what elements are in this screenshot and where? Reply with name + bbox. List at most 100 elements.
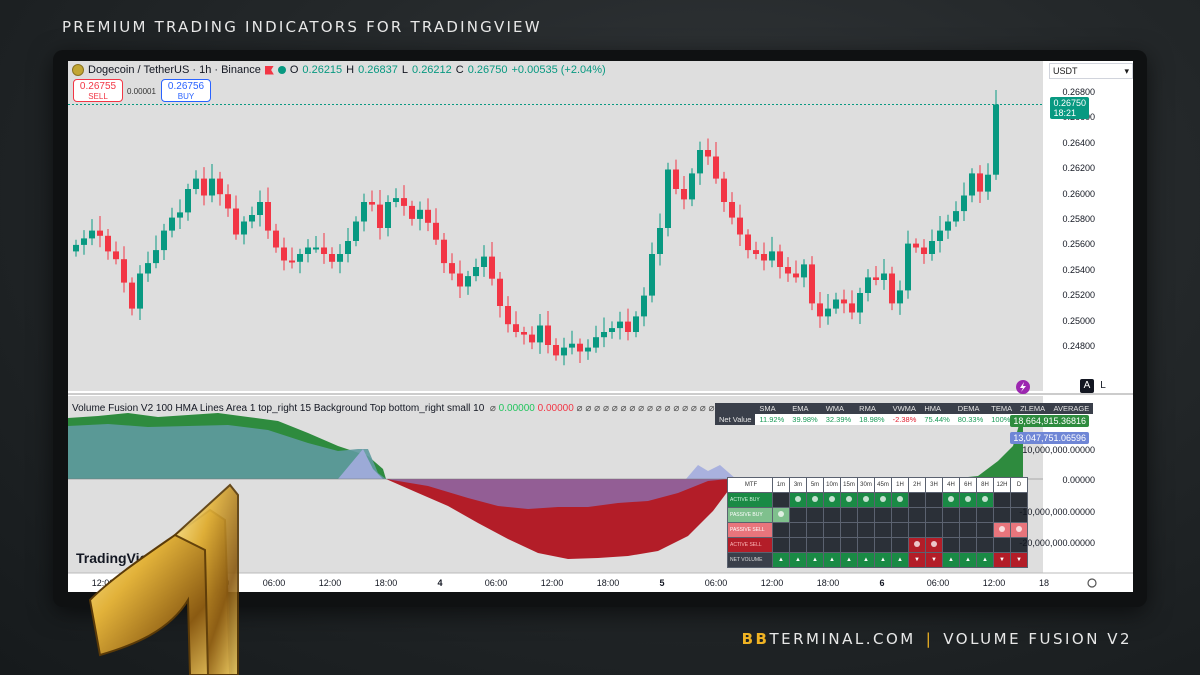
price-axis-label: 0.26200 [1062, 163, 1095, 174]
candle-body [617, 321, 623, 329]
indicator-legend[interactable]: Volume Fusion V2 100 HMA Lines Area 1 to… [72, 403, 759, 414]
mtf-cell [891, 492, 909, 508]
symbol-title[interactable]: Dogecoin / TetherUS · 1h · Binance [88, 64, 261, 76]
ohlc-change: +0.00535 (+2.04%) [511, 64, 606, 76]
price-axis-label: 0.25800 [1062, 214, 1095, 224]
mtf-cell [959, 522, 977, 538]
candle-body [537, 325, 543, 343]
candle-body [329, 254, 335, 262]
candle-body [321, 247, 327, 254]
net-table-value: 100% [987, 414, 1017, 425]
candle-body [889, 273, 895, 304]
mtf-cell [823, 492, 841, 508]
mtf-cell [772, 522, 790, 538]
candle-body [609, 328, 615, 332]
mtf-timeframe: 10m [823, 477, 841, 493]
net-table-header: SMA [755, 403, 789, 414]
candle-body [521, 332, 527, 335]
candle-body [225, 194, 231, 209]
volume-area-purple [386, 479, 728, 509]
candle-body [233, 208, 239, 235]
candle-body [161, 230, 167, 251]
candle-body [945, 221, 951, 231]
price-pane-bg [68, 61, 1043, 391]
net-table-header: RMA [855, 403, 889, 414]
candle-body [97, 230, 103, 236]
auto-scale-button[interactable]: A [1080, 379, 1094, 393]
candle-body [929, 241, 935, 254]
net-table-header: ZLEMA [1016, 403, 1050, 414]
candle-body [137, 273, 143, 309]
flag-icon[interactable] [264, 65, 274, 75]
net-table-value: 32.39% [821, 414, 856, 425]
mtf-cell [1010, 522, 1028, 538]
candle-body [489, 256, 495, 279]
mtf-timeframe: 2H [908, 477, 926, 493]
candle-body [777, 251, 783, 267]
footer-brand: BBTERMINAL.COM | VOLUME FUSION V2 [742, 630, 1132, 648]
mtf-timeframe: 8H [976, 477, 994, 493]
candle-body [89, 230, 95, 239]
mtf-cell [857, 507, 875, 523]
arrow-up-icon: ▲ [823, 552, 841, 568]
arrow-up-icon: ▲ [806, 552, 824, 568]
mtf-cell [942, 522, 960, 538]
time-axis-label: 06:00 [262, 578, 286, 588]
signal-dot-icon [914, 541, 920, 547]
candle-body [513, 324, 519, 332]
volume-tag-blue: 13,047,751.06596 [1010, 432, 1089, 444]
candle-body [897, 290, 903, 304]
arrow-down-icon: ▼ [1010, 552, 1028, 568]
indicator-value-green: 0.00000 [498, 403, 535, 414]
candle-body [625, 321, 631, 332]
candle-body [273, 230, 279, 248]
sell-button[interactable]: 0.26755 SELL [73, 79, 123, 102]
arrow-down-icon: ▼ [908, 552, 926, 568]
candle-body [169, 217, 175, 231]
alert-bolt-glyph [1020, 382, 1026, 392]
candle-body [593, 337, 599, 348]
tradingview-chart-screen: Dogecoin / TetherUS · 1h · Binance O 0.26… [68, 61, 1133, 592]
candle-body [793, 273, 799, 278]
mtf-cell [925, 537, 943, 553]
time-axis-label: 12:00 [760, 578, 784, 588]
price-axis-label: 0.26000 [1062, 188, 1095, 199]
last-price-tag: 0.26750 18:21 [1050, 97, 1089, 119]
mtf-timeframe: 6H [959, 477, 977, 493]
mtf-cell [976, 537, 994, 553]
candle-body [369, 202, 375, 205]
candle-body [745, 234, 751, 251]
arrow-down-icon: ▼ [993, 552, 1011, 568]
mtf-cell [908, 507, 926, 523]
mtf-cell [772, 492, 790, 508]
candle-body [433, 222, 439, 240]
brand-logo-icon [88, 483, 239, 675]
mtf-cell [874, 507, 892, 523]
candle-body [425, 209, 431, 223]
mtf-cell [976, 492, 994, 508]
candle-body [449, 263, 455, 274]
candle-body [769, 251, 775, 261]
arrow-up-icon: ▲ [976, 552, 994, 568]
log-scale-button[interactable]: L [1100, 380, 1106, 391]
arrow-up-icon: ▲ [789, 552, 807, 568]
candle-body [553, 345, 559, 356]
mtf-row-label: ACTIVE BUY [727, 492, 773, 508]
mtf-row-label: PASSIVE SELL [727, 522, 773, 538]
currency-select[interactable]: USDT [1049, 63, 1133, 79]
signal-dot-icon [846, 496, 852, 502]
candle-body [241, 221, 247, 235]
mtf-cell [823, 522, 841, 538]
mtf-cell [908, 492, 926, 508]
candle-body [993, 104, 999, 175]
candle-body [921, 247, 927, 254]
candle-body [377, 204, 383, 228]
mtf-row-label: PASSIVE BUY [727, 507, 773, 523]
time-axis-label: 06:00 [926, 578, 950, 588]
candle-body [153, 250, 159, 264]
ohlc-low-label: L [401, 64, 409, 76]
mtf-cell [823, 507, 841, 523]
candle-body [977, 173, 983, 192]
buy-button[interactable]: 0.26756 BUY [161, 79, 211, 102]
time-axis-label: 12:00 [91, 578, 115, 588]
